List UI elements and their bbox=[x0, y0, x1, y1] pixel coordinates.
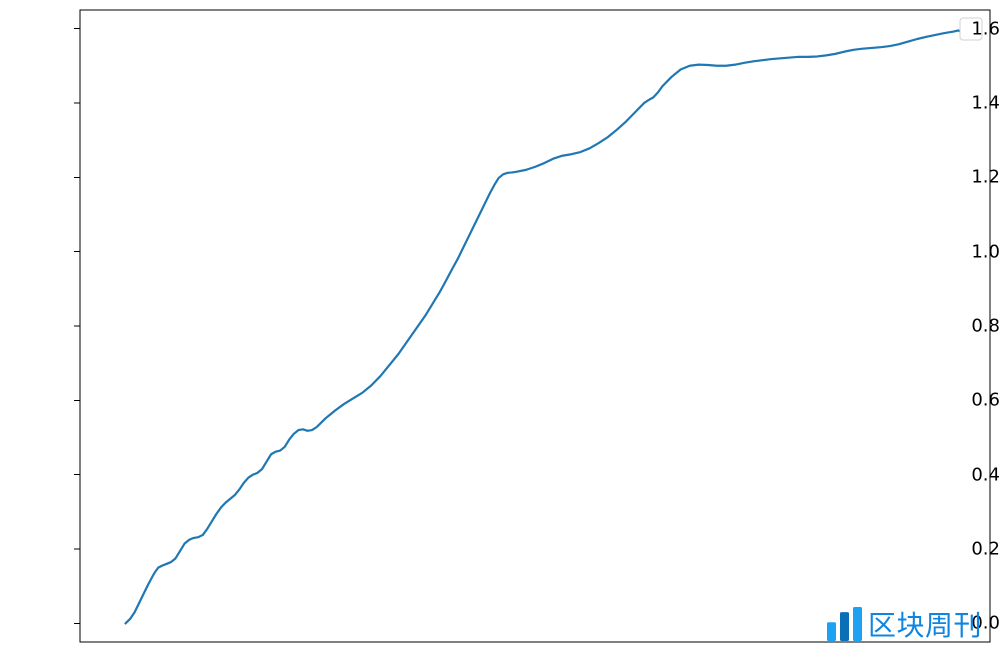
watermark: 区块周刊 bbox=[827, 604, 982, 644]
bars-logo-icon bbox=[827, 607, 862, 641]
line-chart bbox=[0, 0, 1000, 654]
chart-container: 0.00.20.40.60.81.01.21.41.6 区块周刊 bbox=[0, 0, 1000, 654]
watermark-text: 区块周刊 bbox=[868, 604, 982, 644]
